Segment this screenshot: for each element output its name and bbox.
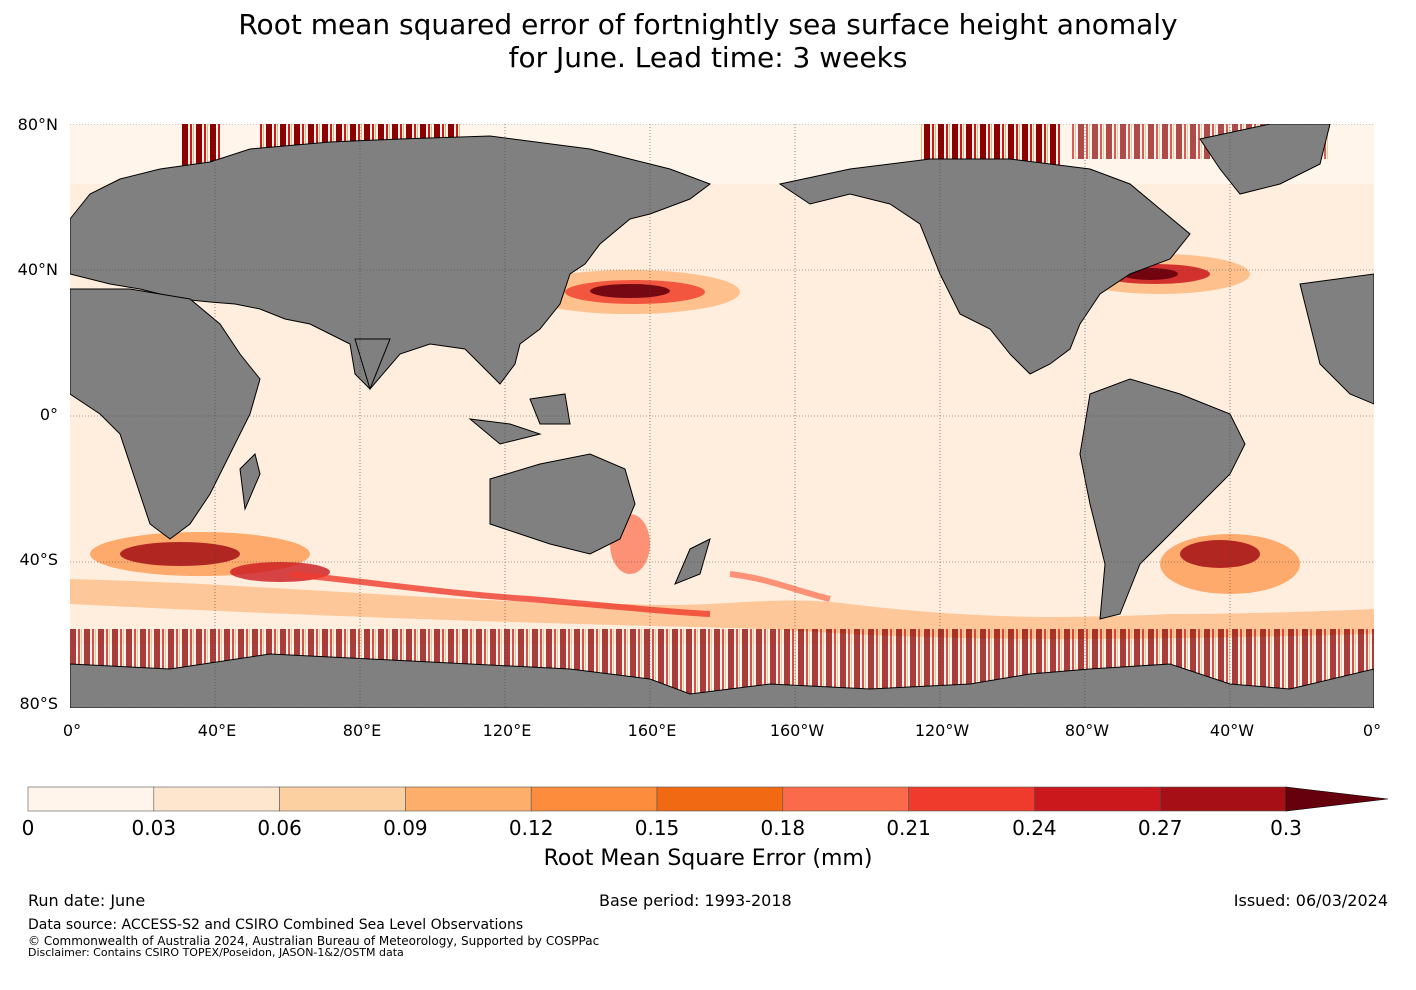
colorbar-segment bbox=[530, 786, 658, 812]
colorbar-tick-label: 0.03 bbox=[131, 816, 177, 840]
lon-label-0-west: 0° bbox=[62, 721, 82, 740]
colorbar-segment bbox=[656, 786, 784, 812]
lat-label-80s: 80°S bbox=[19, 694, 58, 713]
colorbar-label: Root Mean Square Error (mm) bbox=[543, 846, 873, 871]
lon-label-0-east: 0° bbox=[1362, 721, 1382, 740]
colorbar-segment bbox=[279, 786, 406, 812]
lon-label-40e: 40°E bbox=[197, 721, 237, 740]
colorbar-extend-arrow bbox=[1285, 786, 1389, 812]
issued-date: Issued: 06/03/2024 bbox=[1233, 891, 1388, 910]
colorbar-segment bbox=[1034, 786, 1161, 812]
colorbar-segment bbox=[782, 786, 909, 812]
colorbar-segments bbox=[27, 786, 1287, 812]
colorbar-tick-label: 0.12 bbox=[508, 816, 554, 840]
colorbar-segment bbox=[1159, 786, 1287, 812]
map-title: Root mean squared error of fortnightly s… bbox=[0, 8, 1416, 74]
disclaimer: Disclaimer: Contains CSIRO TOPEX/Poseido… bbox=[28, 946, 404, 959]
colorbar-segment bbox=[405, 786, 532, 812]
lon-label-160w: 160°W bbox=[769, 721, 825, 740]
colorbar-tick-label: 0.06 bbox=[257, 816, 302, 840]
run-date: Run date: June bbox=[28, 891, 146, 910]
colorbar bbox=[27, 786, 1389, 812]
data-source: Data source: ACCESS-S2 and CSIRO Combine… bbox=[28, 917, 524, 933]
colorbar-segment bbox=[153, 786, 280, 812]
colorbar-tick-label: 0.09 bbox=[383, 816, 428, 840]
lon-label-40w: 40°W bbox=[1209, 721, 1255, 740]
lon-label-120e: 120°E bbox=[482, 721, 532, 740]
colorbar-segment bbox=[908, 786, 1035, 812]
title-line-2: for June. Lead time: 3 weeks bbox=[508, 41, 908, 74]
error-hotspots bbox=[70, 254, 1374, 639]
title-line-1: Root mean squared error of fortnightly s… bbox=[238, 8, 1178, 41]
colorbar-tick-label: 0.24 bbox=[1012, 816, 1057, 840]
copyright: © Commonwealth of Australia 2024, Austra… bbox=[28, 934, 600, 948]
colorbar-tick-label: 0 bbox=[21, 816, 35, 840]
base-period: Base period: 1993-2018 bbox=[599, 891, 792, 910]
lon-label-80e: 80°E bbox=[342, 721, 382, 740]
colorbar-tick-label: 0.27 bbox=[1137, 816, 1183, 840]
colorbar-tick-label: 0.21 bbox=[886, 816, 931, 840]
land bbox=[70, 124, 1374, 708]
colorbar-segment bbox=[27, 786, 155, 812]
lon-label-120w: 120°W bbox=[914, 721, 970, 740]
lon-label-160e: 160°E bbox=[627, 721, 677, 740]
lat-label-40n: 40°N bbox=[17, 260, 58, 279]
colorbar-tick-label: 0.15 bbox=[634, 816, 680, 840]
lat-label-80n: 80°N bbox=[17, 115, 58, 134]
lat-label-40s: 40°S bbox=[19, 550, 58, 569]
rmse-map bbox=[70, 124, 1374, 708]
colorbar-tick-label: 0.3 bbox=[1270, 816, 1302, 840]
colorbar-tick-label: 0.18 bbox=[760, 816, 806, 840]
graticule bbox=[70, 124, 1374, 708]
lat-label-0: 0° bbox=[39, 405, 58, 424]
lon-label-80w: 80°W bbox=[1064, 721, 1110, 740]
